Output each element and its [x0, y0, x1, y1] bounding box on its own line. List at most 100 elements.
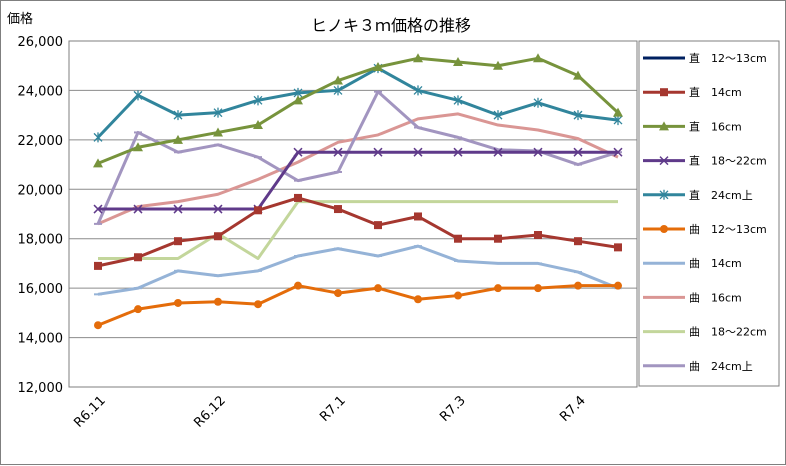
legend-item: 曲 16cm [643, 291, 742, 304]
data-point [453, 95, 463, 106]
data-point [414, 295, 422, 304]
series-path [98, 200, 618, 260]
data-point [574, 281, 582, 290]
data-point [534, 231, 542, 240]
data-point [173, 204, 183, 214]
series-path [96, 90, 619, 225]
data-point [494, 284, 502, 293]
series-path [98, 150, 618, 211]
series-layer [93, 53, 623, 330]
data-point [613, 147, 623, 157]
data-point [413, 53, 423, 63]
legend-label: 直 24cm上 [689, 188, 753, 202]
y-tick-label: 14,000 [18, 332, 64, 347]
y-tick-label: 18,000 [18, 233, 64, 248]
data-point [254, 206, 262, 215]
data-point [413, 85, 423, 96]
data-point [333, 147, 343, 157]
legend-label: 直 16cm [689, 119, 742, 133]
x-tick-label: R7.4 [557, 393, 589, 425]
data-point [573, 110, 583, 121]
data-point [253, 95, 263, 106]
data-point [494, 234, 502, 243]
legend-label: 直 14cm [689, 85, 742, 99]
data-point [93, 132, 103, 143]
data-point [213, 107, 223, 118]
data-point [659, 189, 669, 200]
data-point [94, 321, 102, 330]
legend-label: 曲 12～13cm [689, 223, 767, 236]
data-point [533, 147, 543, 157]
x-tick-label: R6.11 [71, 393, 108, 430]
data-point [94, 261, 102, 270]
data-point [660, 225, 668, 233]
data-point [293, 95, 303, 105]
legend-label: 曲 14cm [689, 257, 742, 270]
data-point [133, 204, 143, 214]
series-path [97, 56, 620, 165]
x-axis: R6.11 R6.12 R7.1 R7.3 R7.4 [71, 393, 588, 430]
data-point [413, 147, 423, 157]
legend-item: 曲 18～22cm [643, 326, 767, 339]
data-point [659, 156, 669, 166]
data-point [133, 90, 143, 101]
data-point [134, 253, 142, 262]
data-point [573, 70, 583, 80]
y-tick-label: 24,000 [18, 84, 64, 99]
series-path [96, 66, 619, 139]
data-point [414, 212, 422, 221]
data-point [173, 134, 183, 144]
data-point [659, 121, 669, 131]
series-path [97, 244, 619, 296]
data-point [373, 61, 383, 71]
data-point [574, 237, 582, 246]
series-line [97, 112, 619, 226]
data-point [374, 284, 382, 293]
data-point [374, 221, 382, 230]
y-tick-label: 22,000 [18, 134, 64, 149]
legend-item: 曲 12～13cm [643, 223, 767, 236]
data-point [254, 300, 262, 309]
series-path [97, 196, 619, 268]
data-point [613, 107, 623, 117]
y-tick-label: 20,000 [18, 183, 64, 198]
data-point [134, 305, 142, 314]
legend-label: 直 18～22cm [689, 154, 767, 168]
data-point [133, 142, 143, 152]
data-point [334, 205, 342, 214]
y-axis: 12,000 14,000 16,000 18,000 20,000 22,000 24,0… [18, 35, 64, 396]
data-point [214, 297, 222, 306]
y-axis-label: 価格 [7, 11, 33, 27]
series-line [94, 193, 622, 270]
data-point [573, 147, 583, 157]
data-point [173, 110, 183, 121]
data-point [493, 110, 503, 121]
legend-label: 曲 24cm上 [689, 360, 753, 373]
data-point [213, 204, 223, 214]
y-tick-label: 16,000 [18, 282, 64, 297]
data-point [333, 75, 343, 85]
x-tick-label: R7.1 [317, 393, 349, 425]
series-line [98, 200, 618, 260]
legend-item: 曲 14cm [643, 257, 742, 270]
data-point [93, 204, 103, 214]
legend-item: 曲 24cm上 [643, 360, 753, 373]
data-point [294, 193, 302, 202]
data-point [534, 284, 542, 293]
y-tick-label: 12,000 [18, 381, 64, 396]
plot-area [68, 40, 638, 388]
x-tick-label: R6.12 [191, 393, 228, 430]
data-point [253, 120, 263, 130]
data-point [294, 281, 302, 290]
legend-label: 曲 16cm [689, 291, 742, 304]
legend-item: 直 24cm上 [643, 188, 753, 202]
legend-item: 直 14cm [643, 85, 742, 99]
y-tick-label: 26,000 [18, 35, 64, 50]
data-point [493, 60, 503, 70]
series-path [97, 112, 619, 226]
data-point [213, 127, 223, 137]
data-point [174, 237, 182, 246]
